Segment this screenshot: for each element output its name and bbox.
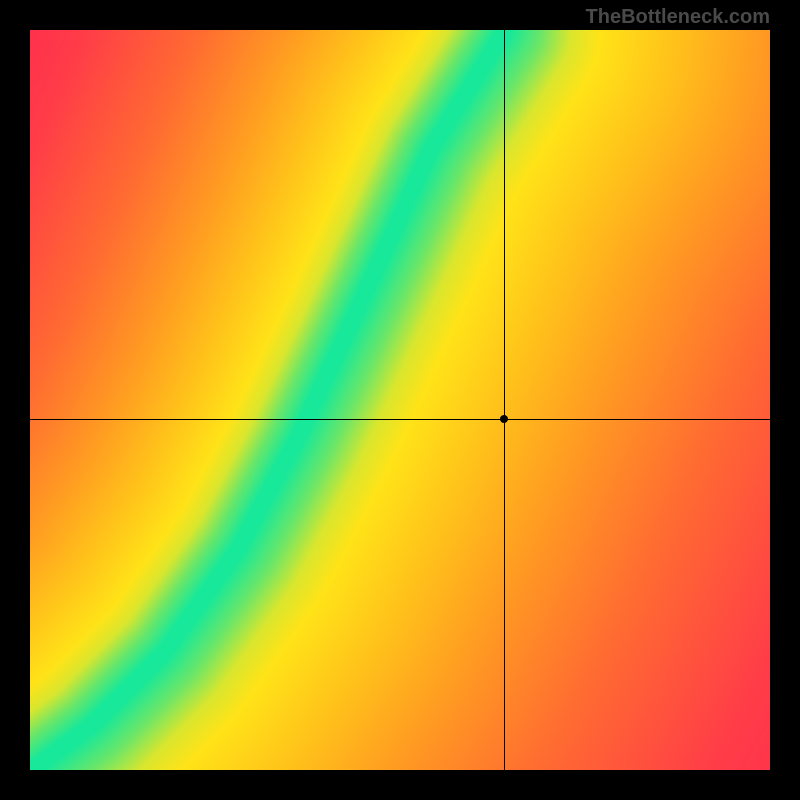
crosshair-horizontal <box>30 419 770 420</box>
watermark-text: TheBottleneck.com <box>586 6 770 29</box>
crosshair-vertical <box>504 30 505 770</box>
heatmap-canvas <box>30 30 770 770</box>
figure-container: TheBottleneck.com <box>0 0 800 800</box>
plot-area <box>30 30 770 770</box>
crosshair-marker <box>500 415 508 423</box>
